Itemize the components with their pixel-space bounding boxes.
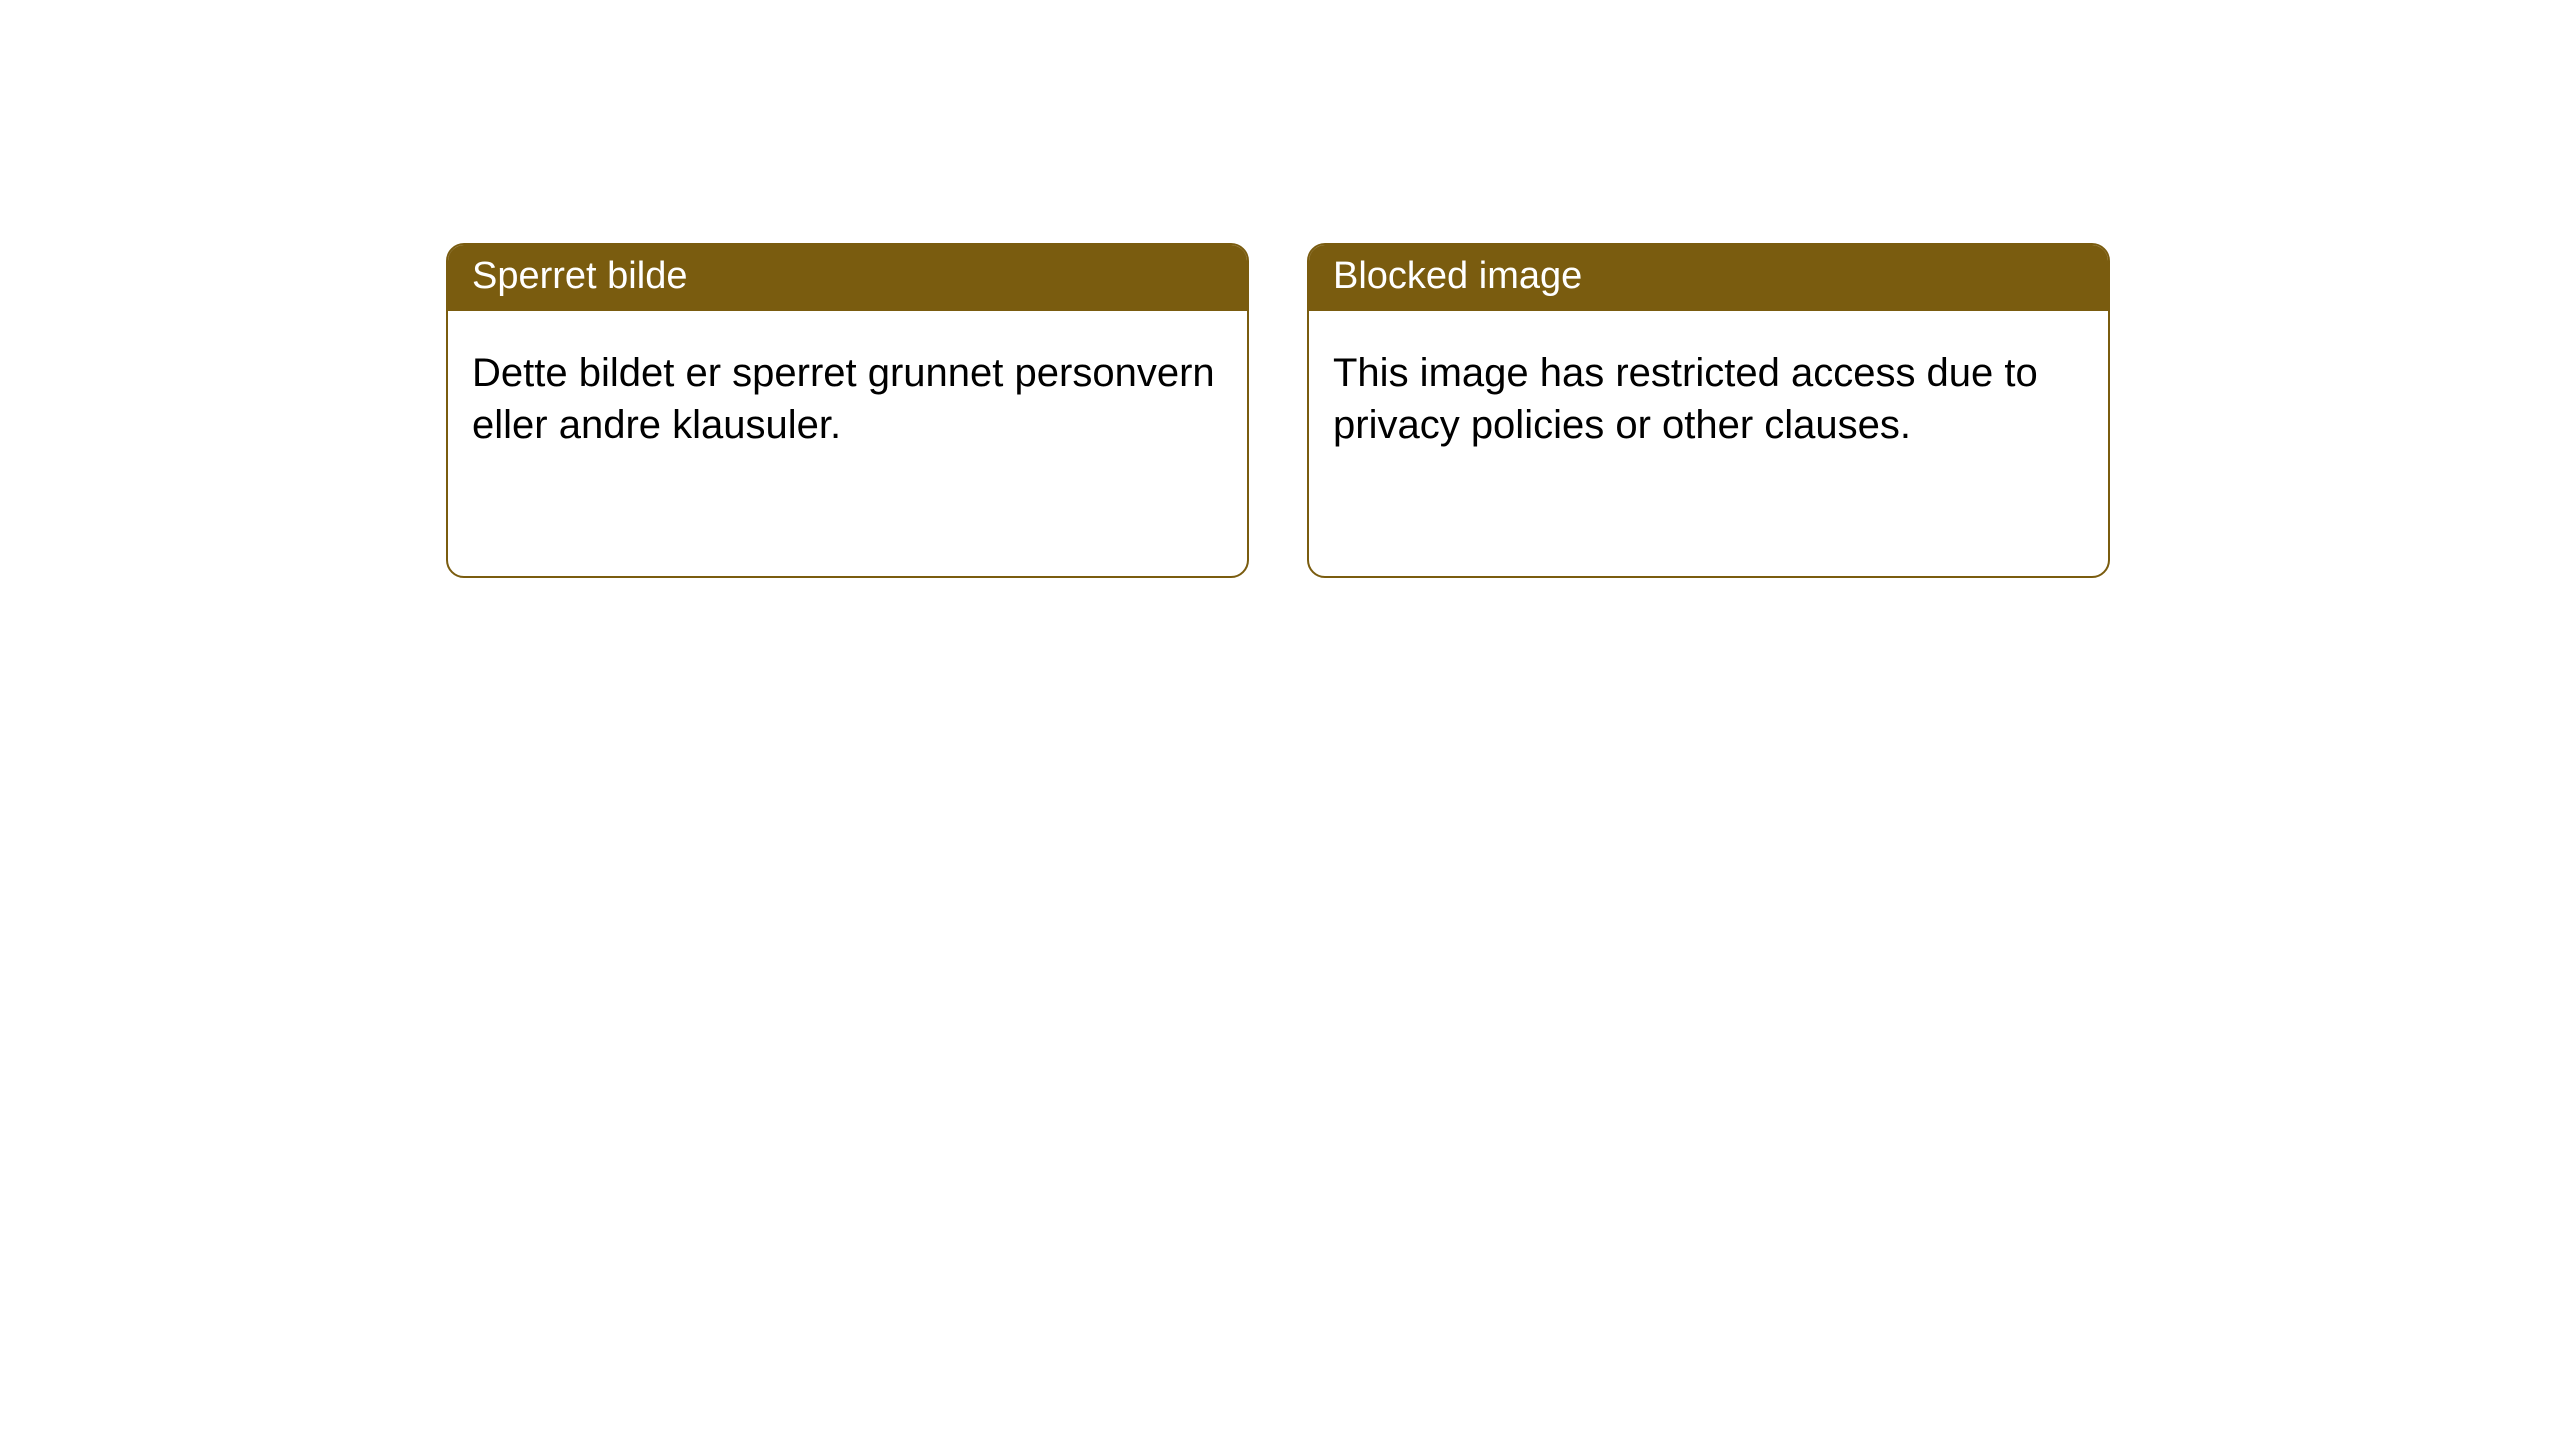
- notice-body-english: This image has restricted access due to …: [1309, 311, 2108, 475]
- notice-title-norwegian: Sperret bilde: [448, 245, 1247, 311]
- notice-card-norwegian: Sperret bilde Dette bildet er sperret gr…: [446, 243, 1249, 578]
- notice-card-english: Blocked image This image has restricted …: [1307, 243, 2110, 578]
- notice-container: Sperret bilde Dette bildet er sperret gr…: [446, 243, 2110, 578]
- notice-title-english: Blocked image: [1309, 245, 2108, 311]
- notice-body-norwegian: Dette bildet er sperret grunnet personve…: [448, 311, 1247, 475]
